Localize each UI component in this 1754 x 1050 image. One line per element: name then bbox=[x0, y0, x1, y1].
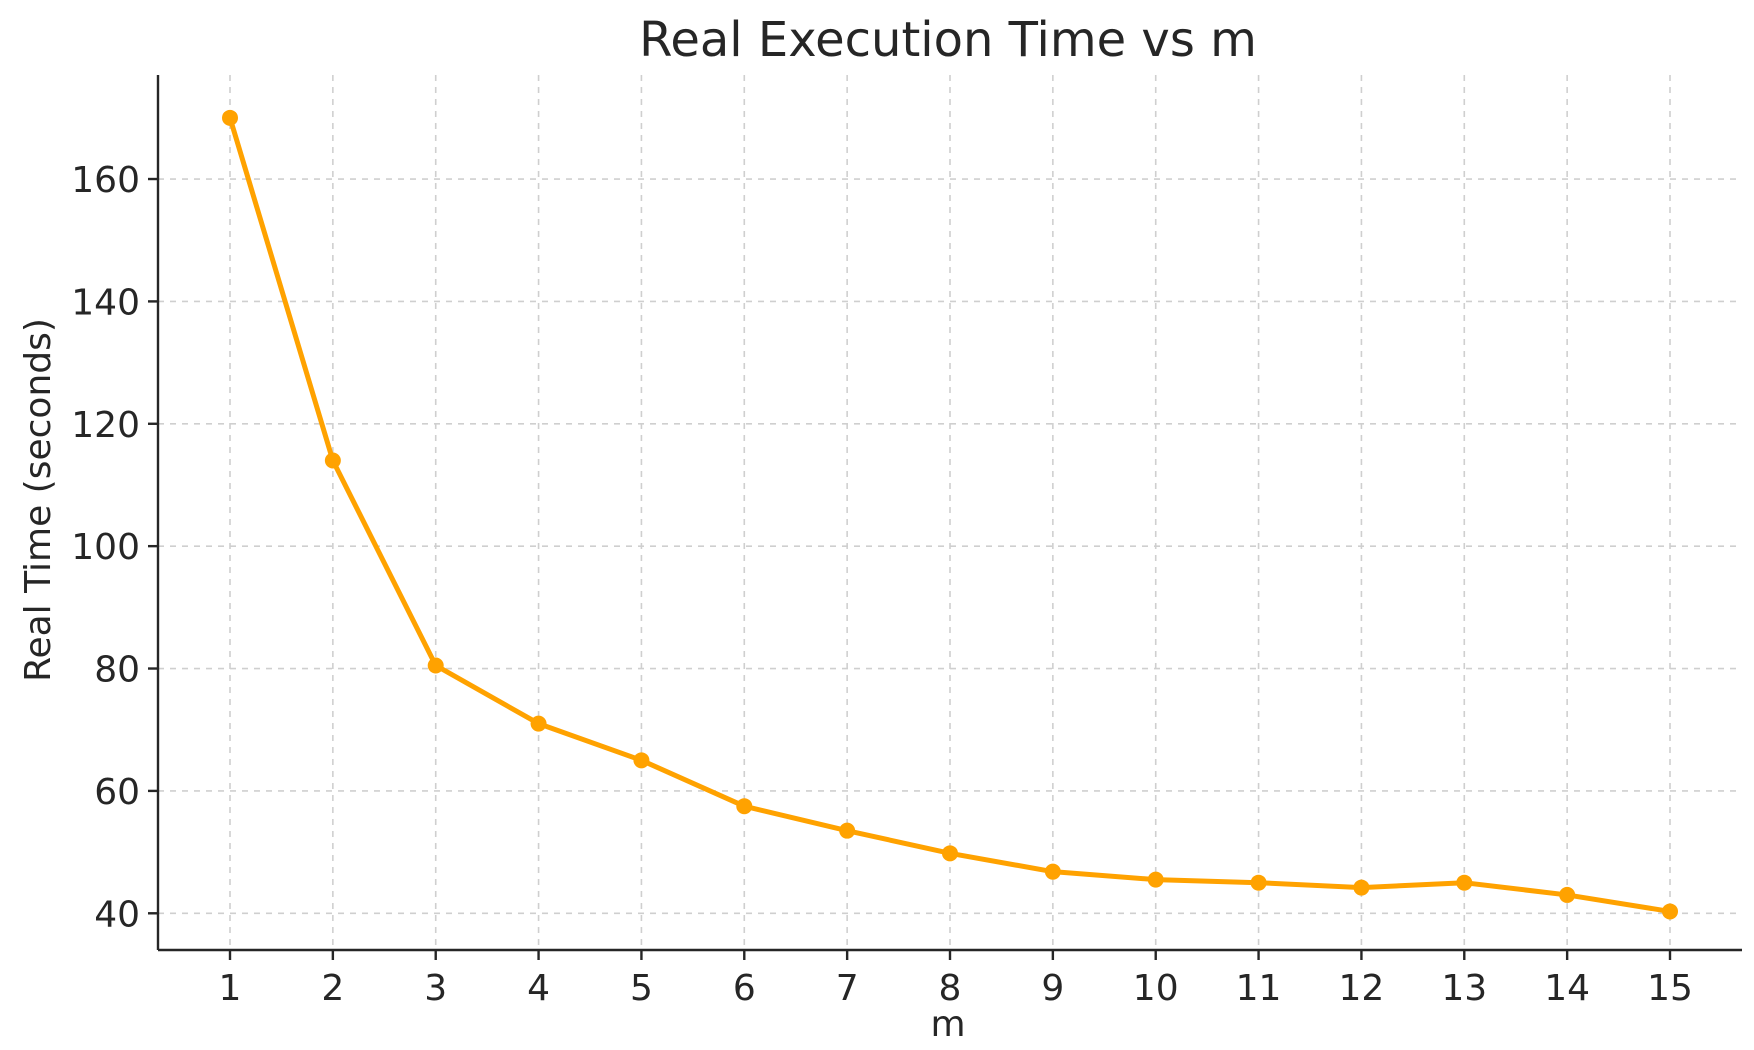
y-ticks: 40 60 80 100 120 140 160 bbox=[71, 160, 158, 935]
x-tick-label: 15 bbox=[1647, 968, 1693, 1009]
x-tick-label: 13 bbox=[1441, 968, 1487, 1009]
data-point bbox=[1044, 863, 1061, 880]
x-tick-label: 1 bbox=[219, 968, 242, 1009]
x-axis-label: m bbox=[930, 1004, 965, 1045]
chart-title: Real Execution Time vs m bbox=[639, 12, 1257, 68]
y-tick-label: 80 bbox=[94, 650, 140, 691]
data-point bbox=[1559, 886, 1576, 903]
x-tick-label: 6 bbox=[733, 968, 756, 1009]
data-point bbox=[324, 452, 341, 469]
x-tick-label: 5 bbox=[630, 968, 653, 1009]
data-point bbox=[222, 109, 238, 126]
data-point bbox=[1456, 874, 1473, 891]
data-point bbox=[1353, 879, 1370, 896]
x-tick-label: 7 bbox=[836, 968, 859, 1009]
data-point bbox=[1250, 874, 1267, 891]
x-tick-label: 3 bbox=[424, 968, 447, 1009]
x-tick-label: 11 bbox=[1236, 968, 1282, 1009]
y-tick-label: 160 bbox=[71, 160, 140, 201]
y-tick-label: 120 bbox=[71, 405, 140, 446]
data-point bbox=[839, 822, 856, 839]
y-axis-label: Real Time (seconds) bbox=[18, 318, 59, 682]
data-point bbox=[1147, 871, 1164, 888]
x-tick-label: 10 bbox=[1133, 968, 1179, 1009]
y-tick-label: 100 bbox=[71, 527, 140, 568]
data-point bbox=[427, 657, 444, 674]
x-tick-label: 12 bbox=[1339, 968, 1385, 1009]
data-point bbox=[633, 752, 650, 769]
series-layer bbox=[222, 109, 1678, 920]
data-point bbox=[1662, 903, 1678, 920]
x-tick-label: 14 bbox=[1544, 968, 1590, 1009]
x-tick-label: 2 bbox=[321, 968, 344, 1009]
y-tick-label: 140 bbox=[71, 282, 140, 323]
x-tick-label: 8 bbox=[939, 968, 962, 1009]
data-point bbox=[942, 845, 958, 862]
y-tick-label: 40 bbox=[94, 894, 140, 935]
data-point bbox=[736, 798, 753, 815]
x-tick-label: 4 bbox=[527, 968, 550, 1009]
y-tick-label: 60 bbox=[94, 772, 140, 813]
x-ticks: 1 2 3 4 5 6 7 8 9 10 11 12 13 14 15 bbox=[219, 950, 1693, 1009]
grid bbox=[158, 75, 1742, 950]
x-tick-label: 9 bbox=[1041, 968, 1064, 1009]
data-point bbox=[530, 715, 547, 732]
